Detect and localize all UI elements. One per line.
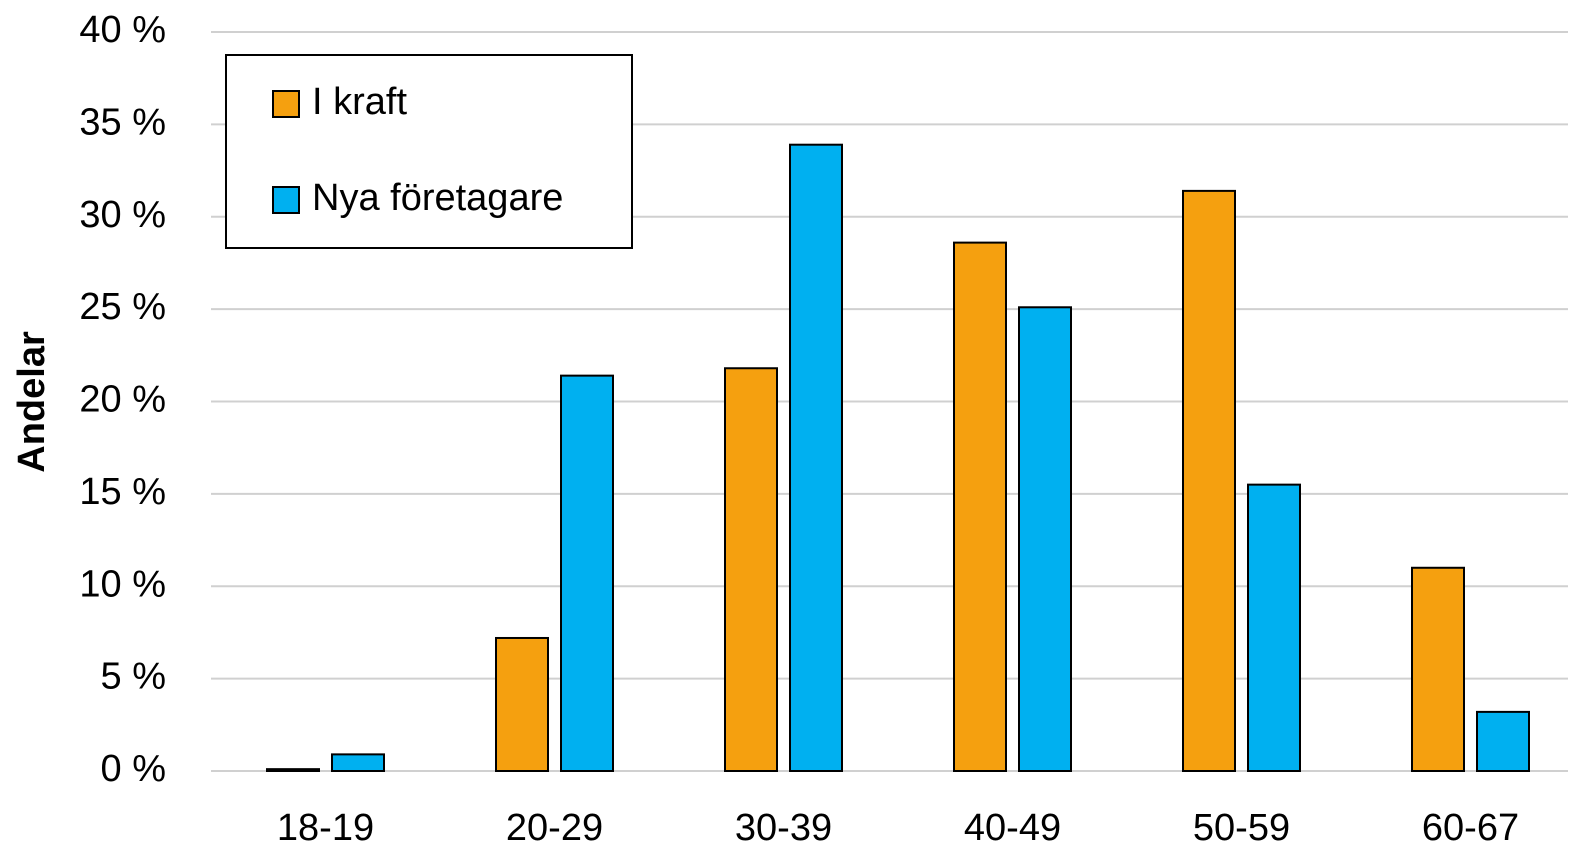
bar [789,143,843,772]
y-tick-label: 25 % [79,286,166,328]
y-tick-label: 0 % [101,748,166,790]
bar [1411,566,1465,773]
x-tick-label: 18-19 [277,807,374,849]
legend-swatch [272,90,300,118]
bar [495,636,549,772]
x-tick-label: 50-59 [1193,807,1290,849]
bar [1182,189,1236,772]
legend-label: I kraft [312,81,407,123]
bar [331,753,385,772]
y-tick-label: 20 % [79,379,166,421]
x-tick-label: 60-67 [1422,807,1519,849]
bar [1476,710,1530,773]
y-tick-label: 15 % [79,471,166,513]
y-tick-label: 40 % [79,9,166,51]
y-tick-label: 30 % [79,194,166,236]
bar [560,374,614,772]
x-tick-label: 40-49 [964,807,1061,849]
legend-box [225,54,633,249]
y-tick-label: 5 % [101,656,166,698]
y-tick-label: 35 % [79,101,166,143]
bar [1018,306,1072,772]
legend-label: Nya företagare [312,177,563,219]
bar [953,241,1007,773]
y-tick-label: 10 % [79,563,166,605]
bar [266,768,320,773]
legend-swatch [272,186,300,214]
bar [1247,483,1301,772]
bar [724,367,778,772]
x-tick-label: 20-29 [506,807,603,849]
x-tick-label: 30-39 [735,807,832,849]
y-axis-label: Andelar [11,331,53,473]
